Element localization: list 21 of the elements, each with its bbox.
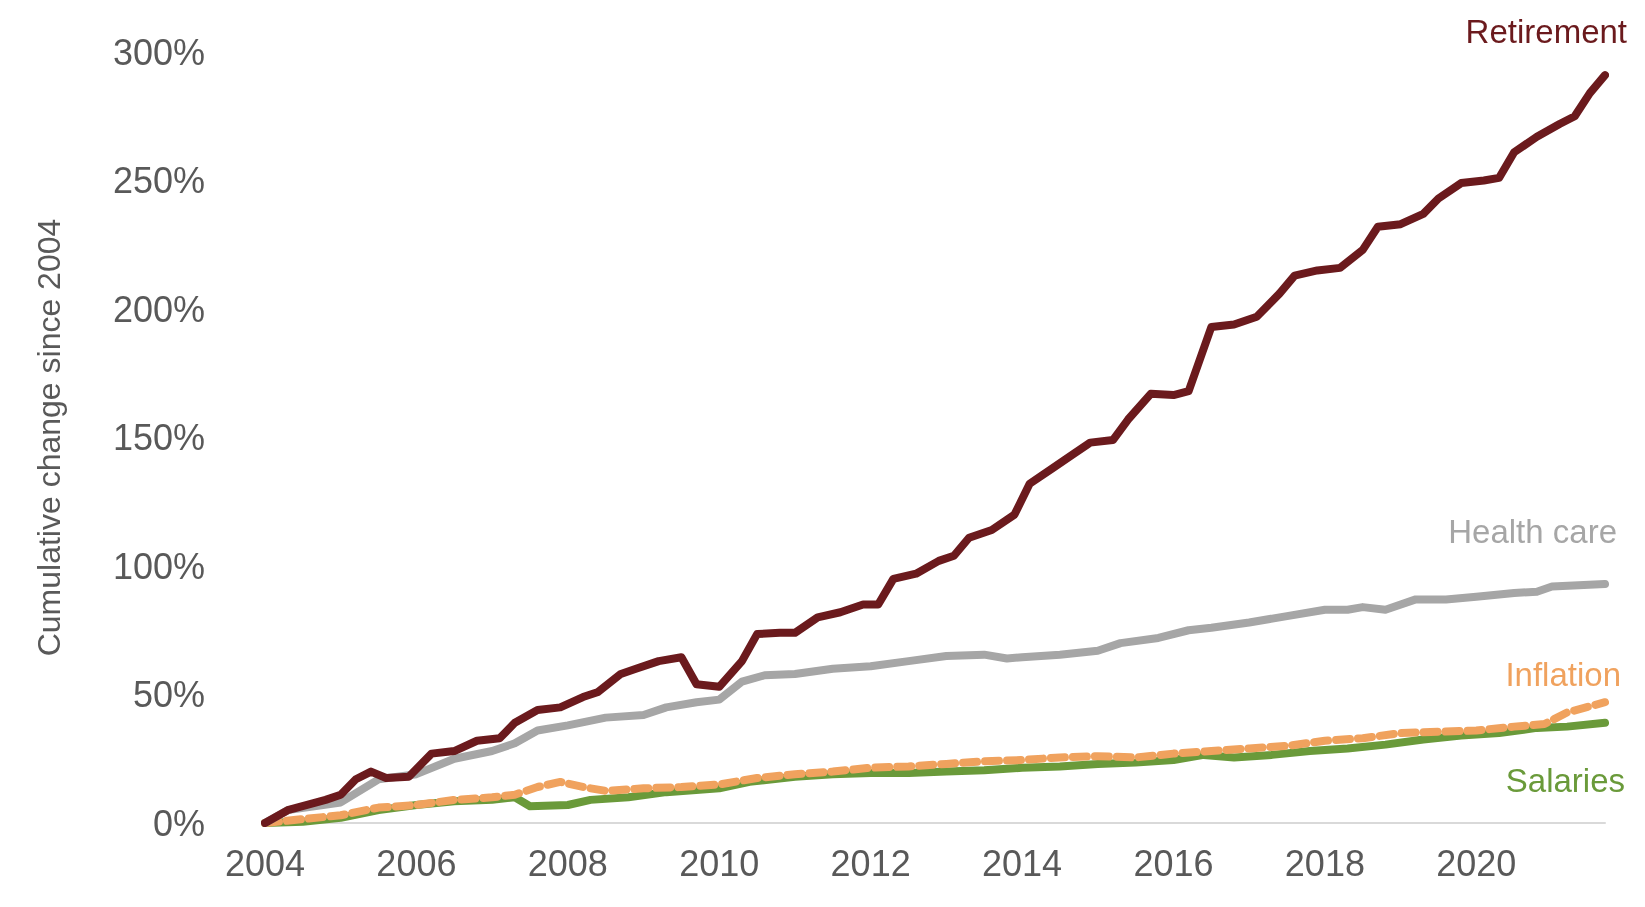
- x-tick-label: 2012: [830, 842, 911, 884]
- series-label: Inflation: [1505, 655, 1621, 693]
- x-tick-label: 2010: [679, 842, 760, 884]
- x-tick-label: 2016: [1133, 842, 1214, 884]
- x-tick-label: 2004: [224, 842, 306, 884]
- y-tick-label: 150%: [112, 417, 205, 458]
- y-axis-title: Cumulative change since 2004: [31, 218, 67, 657]
- series-label: Salaries: [1505, 762, 1625, 800]
- y-tick-label: 300%: [112, 31, 205, 73]
- y-tick-label: 100%: [112, 545, 205, 587]
- y-tick-label: 0%: [152, 802, 205, 844]
- y-tick-label: 250%: [112, 160, 205, 201]
- x-tick-label: 2006: [376, 842, 457, 884]
- x-tick-label: 2014: [982, 842, 1063, 884]
- x-tick-label: 2018: [1284, 842, 1365, 884]
- y-tick-label: 200%: [112, 288, 205, 330]
- series-label: Retirement: [1465, 12, 1627, 50]
- x-tick-label: 2020: [1436, 842, 1517, 884]
- series-label: Health care: [1448, 513, 1617, 551]
- y-tick-label: 50%: [132, 674, 205, 715]
- x-tick-label: 2008: [527, 842, 608, 884]
